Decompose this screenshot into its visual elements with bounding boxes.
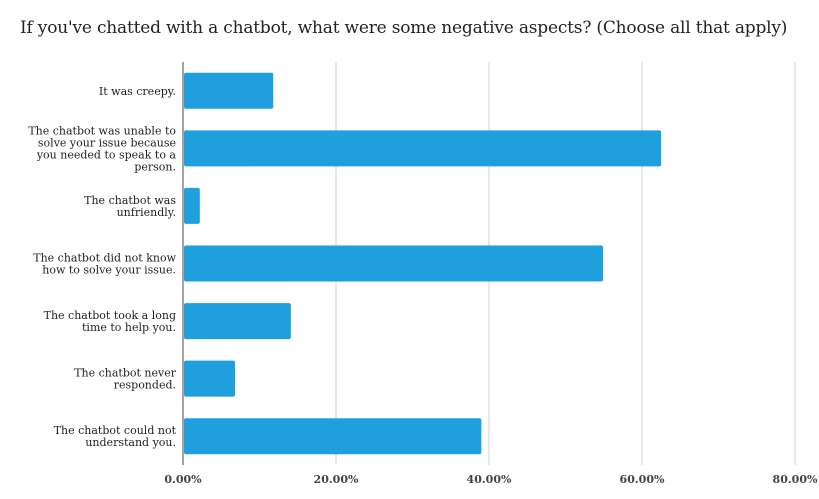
bar (184, 187, 200, 224)
chart-title: If you've chatted with a chatbot, what w… (20, 18, 788, 38)
category-label: The chatbot was unable to solve your issu… (28, 124, 176, 173)
category-label: The chatbot took a long time to help you. (44, 309, 176, 334)
category-label: The chatbot did not know how to solve you… (33, 252, 176, 277)
x-tick-label: 20.00% (314, 473, 359, 486)
x-tick-label: 60.00% (620, 473, 665, 486)
category-label: The chatbot was unfriendly. (84, 194, 176, 219)
category-labels: It was creepy. The chatbot was unable to s… (28, 85, 176, 449)
bar (184, 245, 603, 282)
bar (184, 418, 482, 455)
x-tick-labels: 0.00% 20.00% 40.00% 60.00% 80.00% (164, 473, 818, 486)
x-tick-label: 40.00% (467, 473, 512, 486)
bar (184, 72, 274, 109)
bar (184, 303, 291, 340)
category-label: It was creepy. (99, 85, 176, 98)
x-tick-label: 80.00% (773, 473, 818, 486)
x-tick-label: 0.00% (164, 473, 202, 486)
bars (184, 72, 662, 455)
bar (184, 130, 662, 167)
bar (184, 360, 236, 397)
category-label: The chatbot never responded. (74, 367, 177, 392)
category-label: The chatbot could not understand you. (54, 424, 177, 449)
